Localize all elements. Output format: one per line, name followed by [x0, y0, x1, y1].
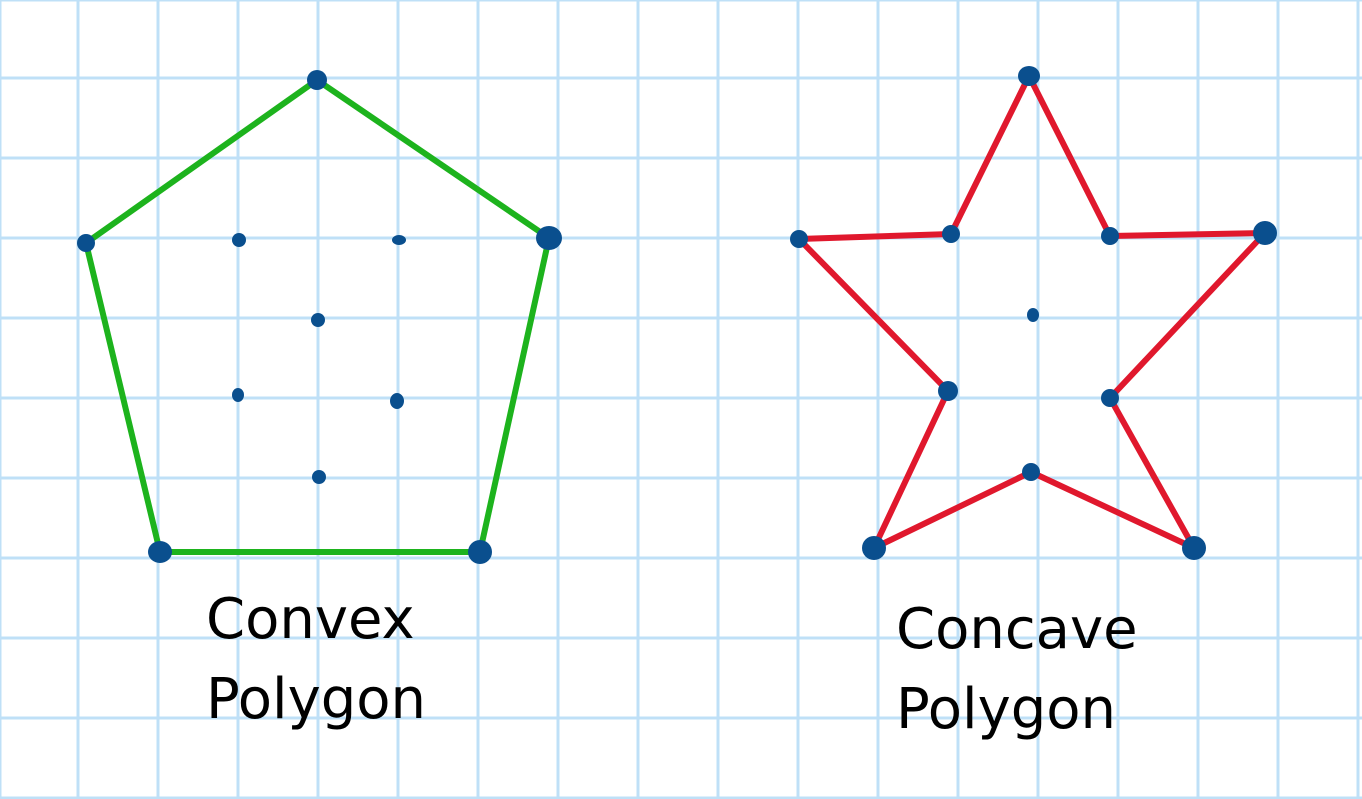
- concave-caption-line2: Polygon: [896, 677, 1117, 742]
- vertex-point: [1101, 227, 1119, 245]
- vertex-point: [77, 234, 95, 252]
- interior-point: [390, 393, 404, 409]
- convex-caption-line2: Polygon: [206, 667, 427, 732]
- vertex-point: [790, 230, 808, 248]
- interior-point: [311, 313, 325, 327]
- vertex-point: [1022, 463, 1040, 481]
- vertex-point: [1018, 66, 1040, 86]
- convex-caption-line1: Convex: [206, 587, 415, 652]
- interior-point: [1027, 308, 1039, 322]
- interior-point: [312, 470, 326, 484]
- concave-points: [790, 66, 1277, 560]
- convex-pentagon-outline: [83, 77, 552, 555]
- concave-polygon-caption: Concave Polygon: [896, 590, 1138, 750]
- interior-point: [232, 233, 246, 247]
- vertex-point: [468, 540, 492, 564]
- convex-polygon-figure: [77, 70, 562, 564]
- concave-caption-line1: Concave: [896, 597, 1138, 662]
- vertex-point: [307, 70, 327, 90]
- vertex-point: [938, 381, 958, 401]
- convex-points: [77, 70, 562, 564]
- vertex-point: [1101, 389, 1119, 407]
- vertex-point: [942, 225, 960, 243]
- vertex-point: [148, 541, 172, 563]
- concave-polygon-figure: [790, 66, 1277, 560]
- convex-polygon-caption: Convex Polygon: [206, 580, 426, 740]
- vertex-point: [536, 226, 562, 250]
- interior-point: [232, 388, 244, 402]
- vertex-point: [862, 536, 886, 560]
- vertex-point: [1182, 536, 1206, 560]
- vertex-point: [1253, 221, 1277, 245]
- interior-point: [392, 235, 406, 245]
